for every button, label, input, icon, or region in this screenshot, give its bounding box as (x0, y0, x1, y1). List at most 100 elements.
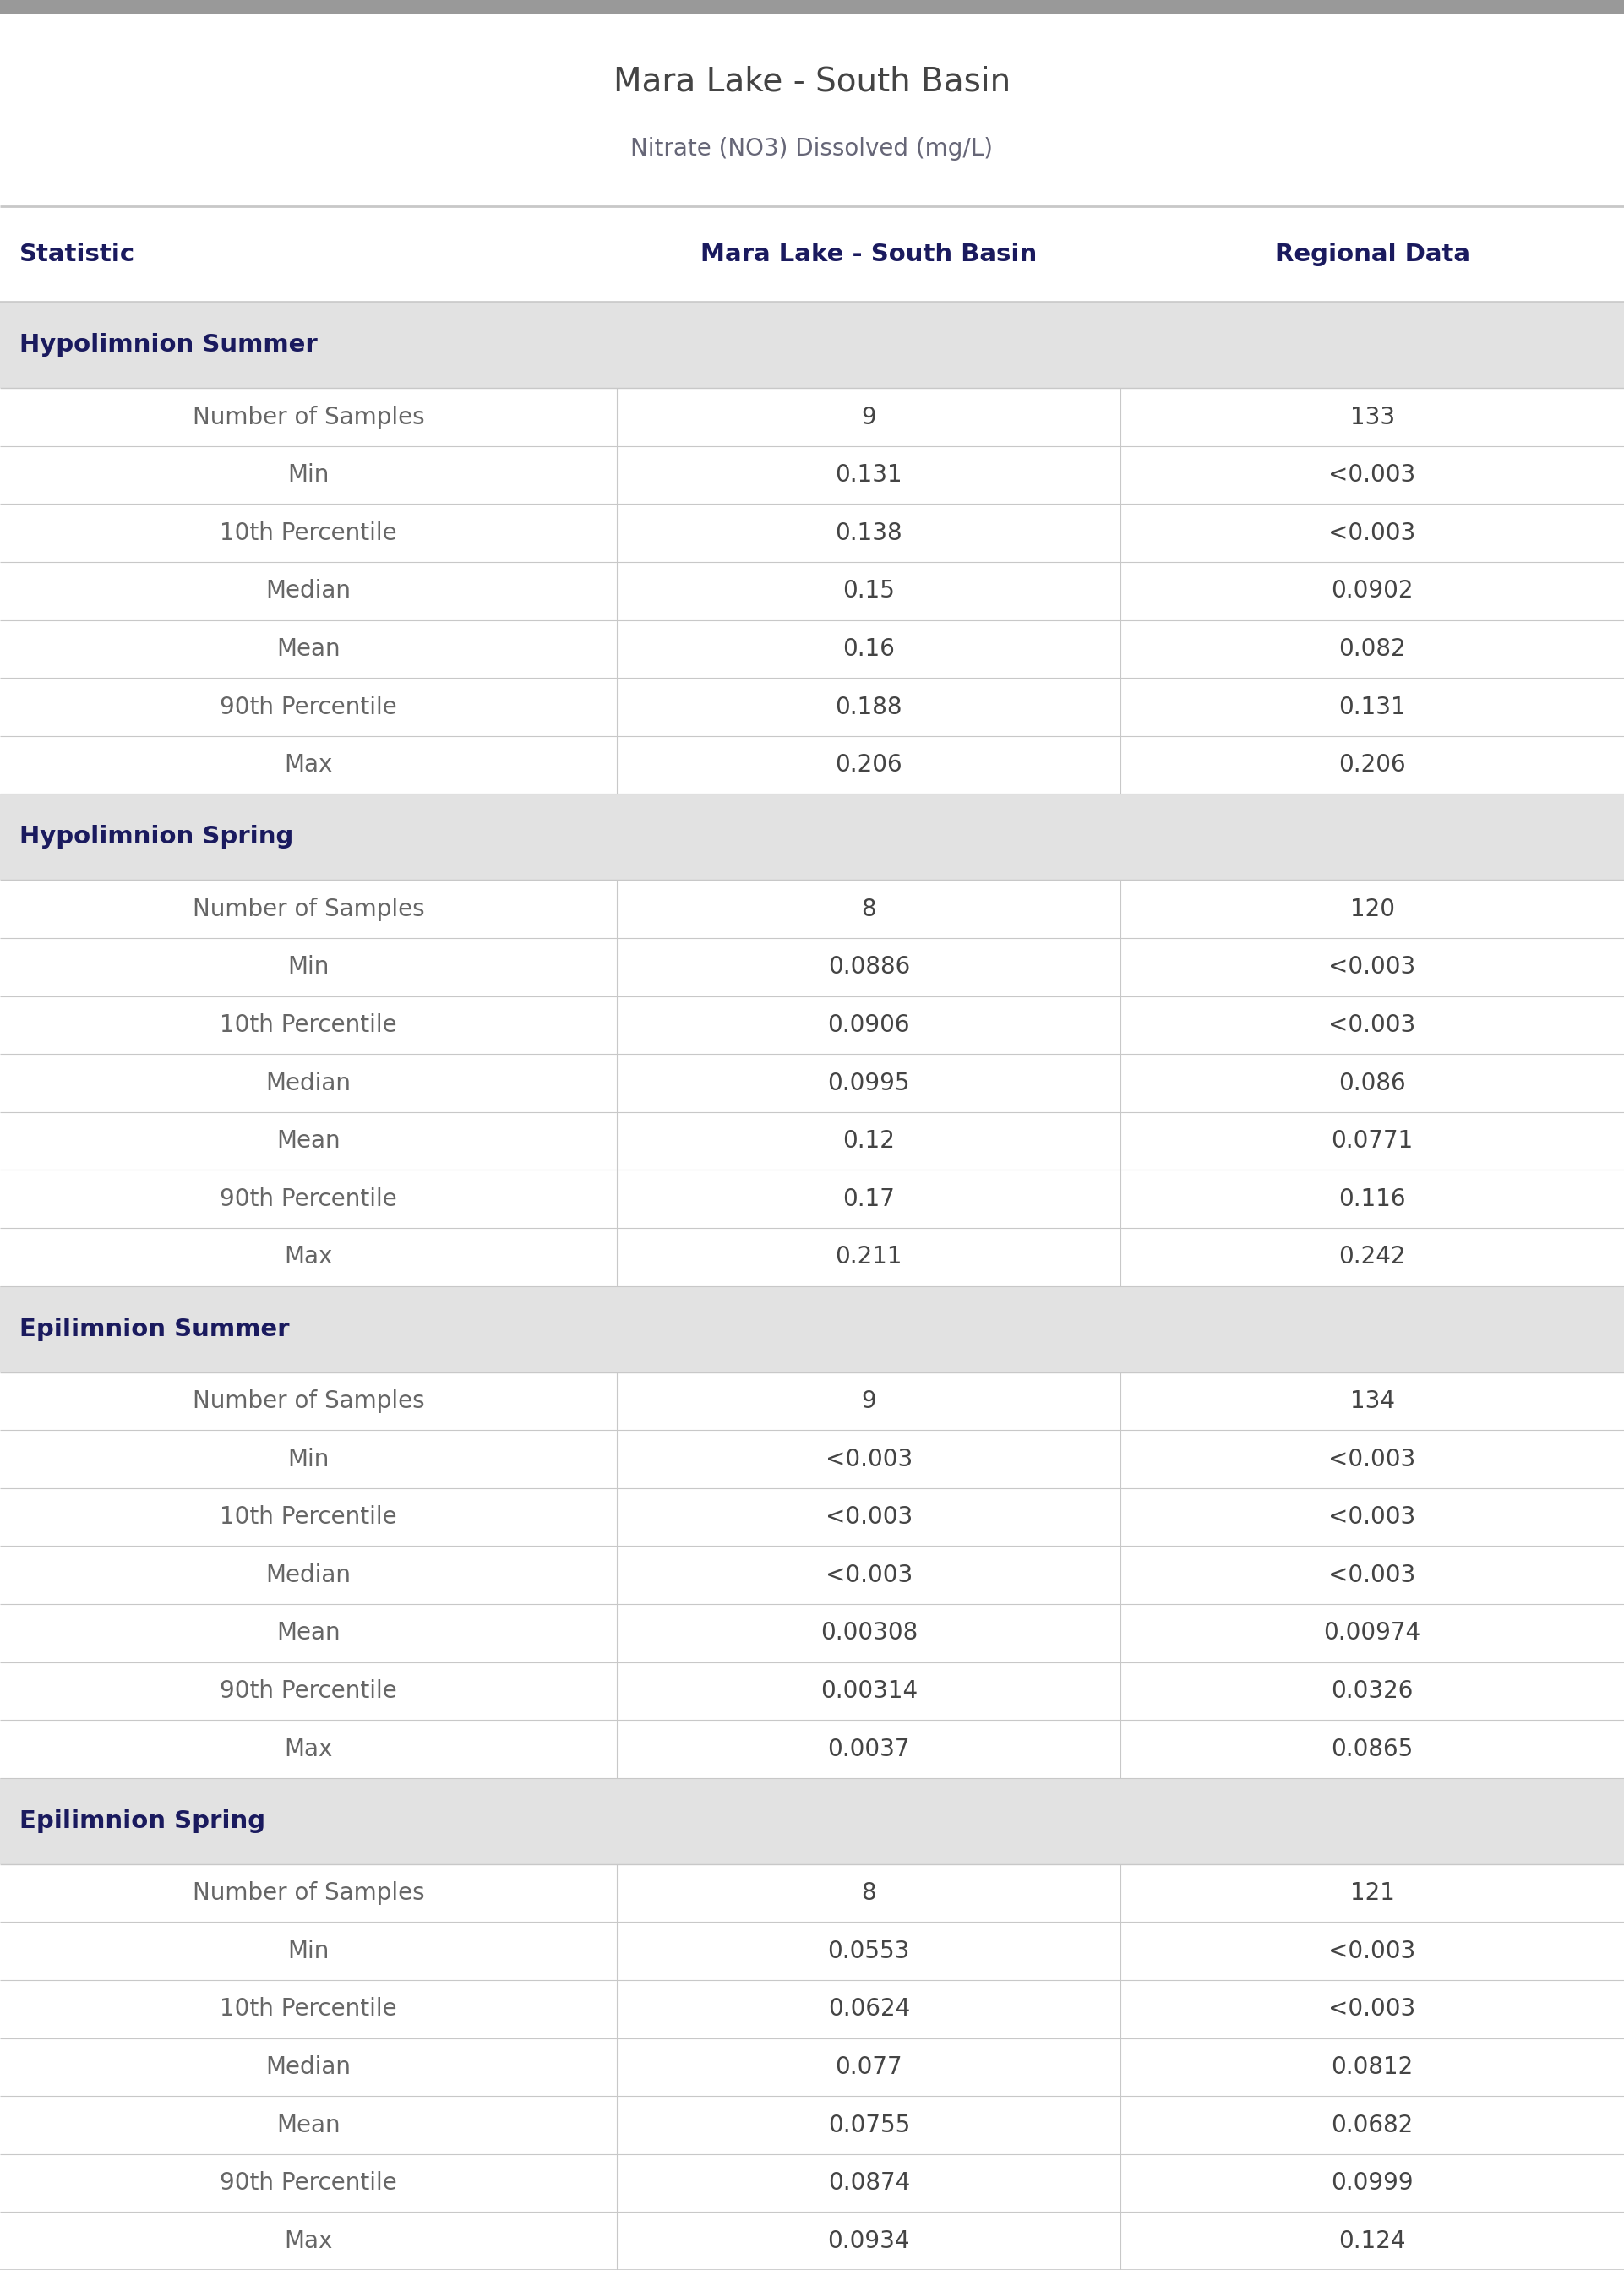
FancyBboxPatch shape (0, 1721, 1624, 1777)
Text: 0.0995: 0.0995 (828, 1071, 909, 1094)
Text: 0.077: 0.077 (835, 2054, 903, 2079)
Text: Number of Samples: Number of Samples (193, 1389, 424, 1412)
Text: 0.242: 0.242 (1338, 1246, 1406, 1269)
Text: Min: Min (287, 1939, 330, 1964)
FancyBboxPatch shape (0, 735, 1624, 794)
Text: Regional Data: Regional Data (1275, 243, 1470, 266)
Text: Mean: Mean (276, 1128, 341, 1153)
Text: 0.0771: 0.0771 (1332, 1128, 1413, 1153)
Text: 9: 9 (861, 1389, 877, 1412)
Text: 0.138: 0.138 (835, 522, 903, 545)
FancyBboxPatch shape (0, 1979, 1624, 2038)
FancyBboxPatch shape (0, 1373, 1624, 1430)
FancyBboxPatch shape (0, 881, 1624, 938)
FancyBboxPatch shape (0, 302, 1624, 388)
Text: 0.0326: 0.0326 (1332, 1680, 1413, 1702)
FancyBboxPatch shape (0, 1923, 1624, 1979)
Text: 0.206: 0.206 (835, 754, 903, 776)
FancyBboxPatch shape (0, 1605, 1624, 1662)
FancyBboxPatch shape (0, 504, 1624, 563)
Text: <0.003: <0.003 (1328, 1939, 1416, 1964)
Text: <0.003: <0.003 (1328, 1505, 1416, 1530)
Text: Statistic: Statistic (19, 243, 135, 266)
Text: Epilimnion Summer: Epilimnion Summer (19, 1317, 289, 1342)
Text: 0.211: 0.211 (835, 1246, 903, 1269)
FancyBboxPatch shape (0, 2095, 1624, 2154)
FancyBboxPatch shape (0, 2211, 1624, 2270)
Text: <0.003: <0.003 (1328, 522, 1416, 545)
FancyBboxPatch shape (0, 14, 1624, 207)
FancyBboxPatch shape (0, 447, 1624, 504)
FancyBboxPatch shape (0, 997, 1624, 1053)
Text: Max: Max (284, 2229, 333, 2252)
Text: 0.0902: 0.0902 (1332, 579, 1413, 604)
Text: Median: Median (266, 1071, 351, 1094)
Text: <0.003: <0.003 (1328, 1564, 1416, 1587)
Text: 0.0886: 0.0886 (828, 956, 909, 978)
Text: <0.003: <0.003 (825, 1564, 913, 1587)
Text: Mean: Mean (276, 638, 341, 661)
Text: Mean: Mean (276, 2113, 341, 2136)
Text: Mara Lake - South Basin: Mara Lake - South Basin (700, 243, 1038, 266)
FancyBboxPatch shape (0, 388, 1624, 447)
FancyBboxPatch shape (0, 563, 1624, 620)
Text: Median: Median (266, 1564, 351, 1587)
Text: 0.12: 0.12 (843, 1128, 895, 1153)
FancyBboxPatch shape (0, 679, 1624, 735)
Text: 8: 8 (861, 1882, 877, 1905)
Text: 0.0553: 0.0553 (828, 1939, 909, 1964)
Text: <0.003: <0.003 (1328, 1012, 1416, 1037)
FancyBboxPatch shape (0, 1053, 1624, 1112)
FancyBboxPatch shape (0, 2154, 1624, 2211)
Text: 0.188: 0.188 (835, 695, 903, 720)
Text: 8: 8 (861, 897, 877, 922)
Text: 0.131: 0.131 (835, 463, 903, 488)
Text: 10th Percentile: 10th Percentile (219, 1505, 398, 1530)
Text: 0.0934: 0.0934 (828, 2229, 909, 2252)
Text: 0.082: 0.082 (1338, 638, 1406, 661)
FancyBboxPatch shape (0, 2038, 1624, 2095)
Text: Min: Min (287, 463, 330, 488)
FancyBboxPatch shape (0, 1662, 1624, 1721)
Text: 0.131: 0.131 (1338, 695, 1406, 720)
Text: 0.0682: 0.0682 (1332, 2113, 1413, 2136)
Text: 9: 9 (861, 406, 877, 429)
Text: 0.124: 0.124 (1338, 2229, 1406, 2252)
Text: <0.003: <0.003 (825, 1505, 913, 1530)
Text: 90th Percentile: 90th Percentile (219, 1680, 398, 1702)
Text: 0.15: 0.15 (843, 579, 895, 604)
Text: <0.003: <0.003 (825, 1448, 913, 1471)
Text: Median: Median (266, 579, 351, 604)
Text: Number of Samples: Number of Samples (193, 897, 424, 922)
FancyBboxPatch shape (0, 1169, 1624, 1228)
FancyBboxPatch shape (0, 0, 1624, 14)
Text: Mean: Mean (276, 1621, 341, 1646)
Text: Nitrate (NO3) Dissolved (mg/L): Nitrate (NO3) Dissolved (mg/L) (630, 136, 994, 161)
Text: Min: Min (287, 1448, 330, 1471)
Text: 0.0865: 0.0865 (1332, 1737, 1413, 1762)
FancyBboxPatch shape (0, 207, 1624, 302)
Text: Max: Max (284, 1246, 333, 1269)
Text: 0.0037: 0.0037 (828, 1737, 909, 1762)
Text: 0.0874: 0.0874 (828, 2170, 909, 2195)
Text: 0.0624: 0.0624 (828, 1998, 909, 2020)
Text: 0.086: 0.086 (1338, 1071, 1406, 1094)
Text: 133: 133 (1350, 406, 1395, 429)
Text: Max: Max (284, 754, 333, 776)
FancyBboxPatch shape (0, 1489, 1624, 1546)
Text: Hypolimnion Spring: Hypolimnion Spring (19, 826, 294, 849)
Text: <0.003: <0.003 (1328, 956, 1416, 978)
Text: Number of Samples: Number of Samples (193, 406, 424, 429)
Text: <0.003: <0.003 (1328, 1448, 1416, 1471)
Text: Min: Min (287, 956, 330, 978)
Text: Median: Median (266, 2054, 351, 2079)
Text: 10th Percentile: 10th Percentile (219, 1012, 398, 1037)
Text: 0.0906: 0.0906 (828, 1012, 909, 1037)
Text: Mara Lake - South Basin: Mara Lake - South Basin (614, 66, 1010, 98)
Text: Hypolimnion Summer: Hypolimnion Summer (19, 334, 318, 356)
FancyBboxPatch shape (0, 1864, 1624, 1923)
Text: <0.003: <0.003 (1328, 1998, 1416, 2020)
Text: 0.0755: 0.0755 (828, 2113, 909, 2136)
Text: 0.00974: 0.00974 (1324, 1621, 1421, 1646)
Text: 10th Percentile: 10th Percentile (219, 522, 398, 545)
